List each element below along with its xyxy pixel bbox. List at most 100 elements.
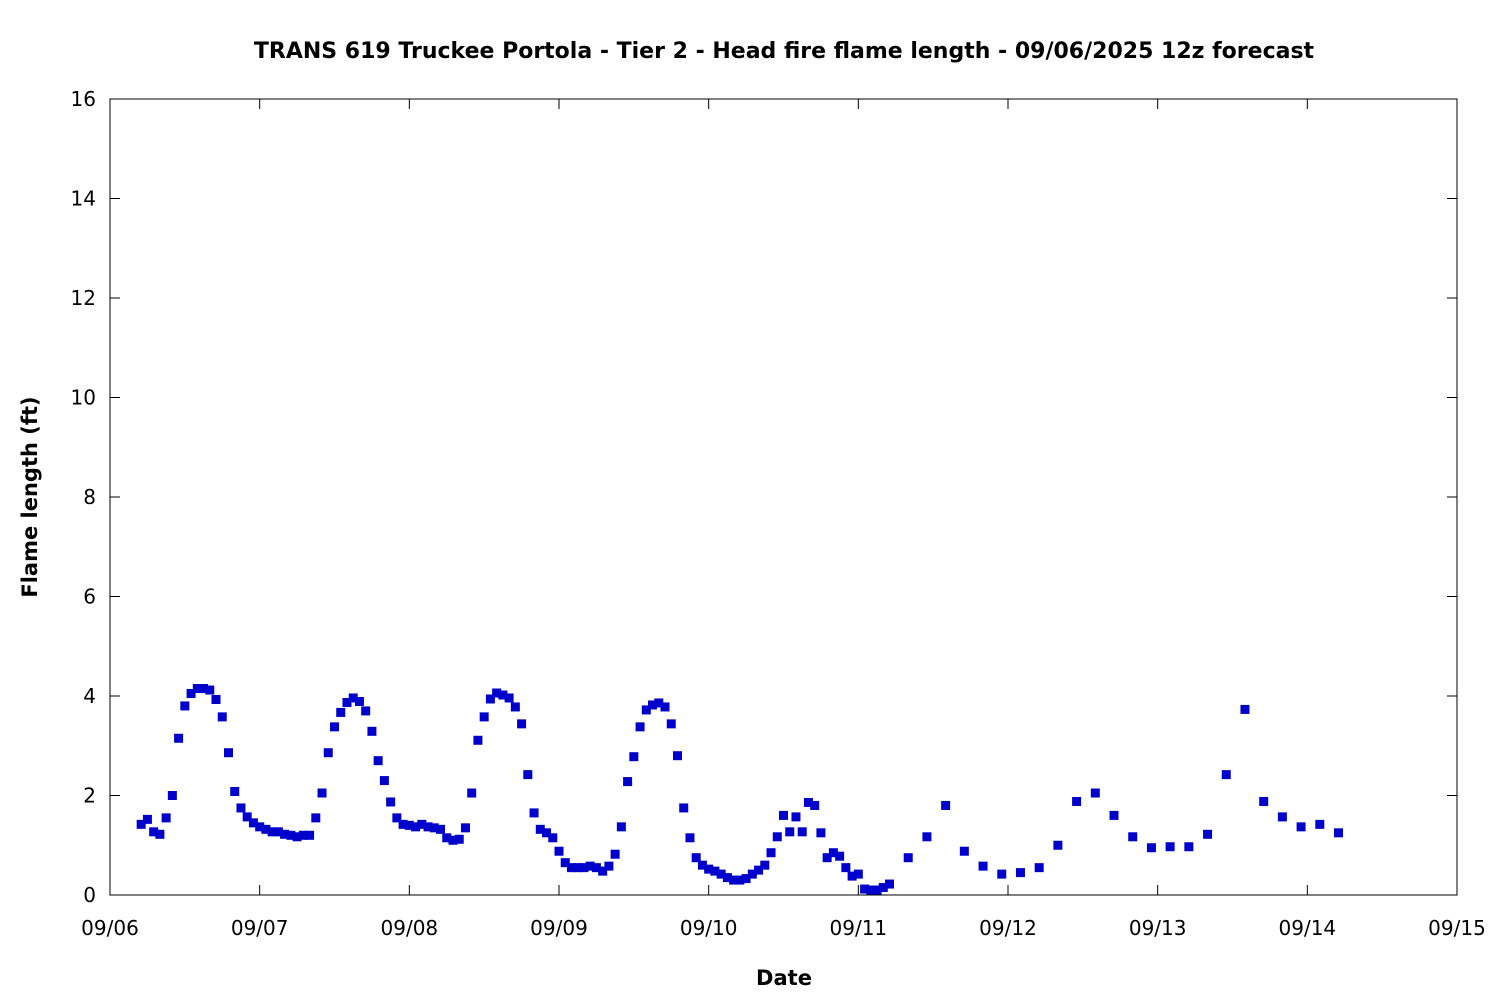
data-point [760, 860, 770, 870]
data-point [1259, 796, 1269, 806]
x-tick-label: 09/12 [979, 916, 1037, 940]
data-point [217, 712, 227, 722]
data-point [192, 684, 202, 694]
data-point [866, 885, 876, 895]
data-point [454, 834, 464, 844]
x-tick-label: 09/15 [1428, 916, 1486, 940]
data-point [847, 871, 857, 881]
data-point [791, 812, 801, 822]
data-point [361, 706, 371, 716]
data-point [354, 696, 364, 706]
data-point [754, 865, 764, 875]
y-tick-label: 16 [71, 87, 96, 111]
data-point [978, 861, 988, 871]
data-point [230, 787, 240, 797]
x-axis-label: Date [756, 966, 812, 990]
data-point [411, 822, 421, 832]
data-point [442, 833, 452, 843]
data-point [616, 822, 626, 832]
data-point [797, 827, 807, 837]
data-point [1277, 812, 1287, 822]
data-point [323, 748, 333, 758]
data-point [691, 853, 701, 863]
data-point [1034, 863, 1044, 873]
data-point [959, 846, 969, 856]
data-point [573, 863, 583, 873]
data-point [180, 701, 190, 711]
data-point [286, 830, 296, 840]
data-point [448, 835, 458, 845]
data-point [566, 863, 576, 873]
data-point [860, 884, 870, 894]
data-point [885, 879, 895, 889]
data-point [766, 848, 776, 858]
data-point [248, 818, 258, 828]
data-point [729, 875, 739, 885]
data-point [174, 733, 184, 743]
data-point [1334, 828, 1344, 838]
data-point [1146, 843, 1156, 853]
data-point [273, 827, 283, 837]
data-point [591, 863, 601, 873]
data-point [1203, 829, 1213, 839]
data-point [223, 748, 233, 758]
data-point [554, 846, 564, 856]
data-point [816, 828, 826, 838]
data-point [336, 707, 346, 717]
data-point [835, 851, 845, 861]
data-point [710, 866, 720, 876]
data-point [828, 848, 838, 858]
data-point [317, 788, 327, 798]
data-point [280, 829, 290, 839]
data-point [853, 869, 863, 879]
data-point [467, 788, 477, 798]
chart-title: TRANS 619 Truckee Portola - Tier 2 - Hea… [254, 39, 1315, 64]
data-point [510, 702, 520, 712]
data-point [261, 824, 271, 834]
data-point [1165, 842, 1175, 852]
data-point [635, 722, 645, 732]
x-tick-label: 09/06 [81, 916, 139, 940]
data-point [922, 832, 932, 842]
data-point [560, 858, 570, 868]
data-point [1015, 868, 1025, 878]
data-point [236, 803, 246, 813]
data-point [697, 860, 707, 870]
data-point [841, 863, 851, 873]
data-point [305, 830, 315, 840]
x-tick-label: 09/07 [231, 916, 289, 940]
data-point [398, 819, 408, 829]
data-point [417, 819, 427, 829]
data-point [523, 770, 533, 780]
data-point [716, 869, 726, 879]
data-point [1109, 810, 1119, 820]
data-point [404, 820, 414, 830]
data-point [679, 803, 689, 813]
data-point [1072, 796, 1082, 806]
data-point [205, 685, 215, 695]
data-point [535, 824, 545, 834]
data-point [542, 828, 552, 838]
data-point [672, 751, 682, 761]
data-point [704, 864, 714, 874]
data-point [941, 800, 951, 810]
data-point [311, 813, 321, 823]
data-point [392, 813, 402, 823]
y-tick-label: 8 [83, 485, 96, 509]
data-point [492, 688, 502, 698]
data-point [660, 702, 670, 712]
data-point [330, 722, 339, 732]
data-point [479, 712, 489, 722]
data-point [460, 823, 470, 833]
y-tick-label: 10 [71, 386, 96, 410]
data-point [211, 694, 221, 704]
y-tick-label: 14 [71, 187, 96, 211]
data-point [142, 814, 152, 824]
data-point [747, 869, 757, 879]
data-points [136, 684, 1344, 895]
data-point [167, 791, 177, 800]
data-point [878, 883, 888, 893]
data-point [641, 705, 651, 715]
data-point [1053, 840, 1063, 850]
data-point [623, 777, 633, 787]
